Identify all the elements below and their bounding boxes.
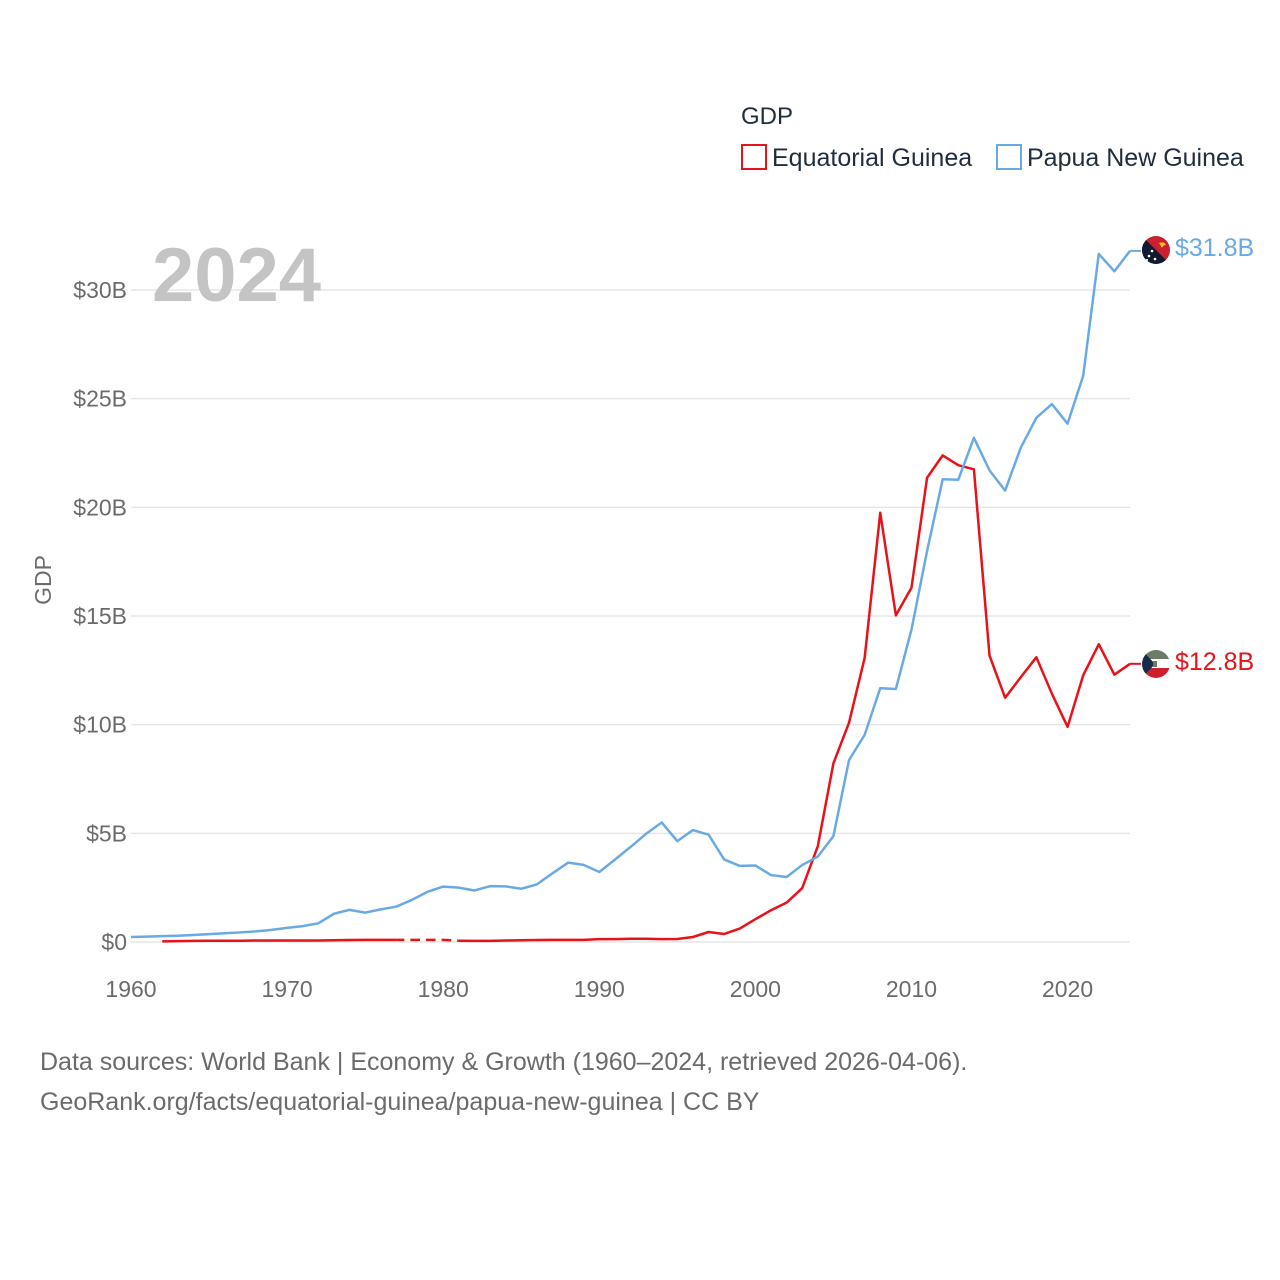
equatorial-guinea-flag-icon xyxy=(1142,650,1170,678)
x-tick-label: 2020 xyxy=(1042,976,1093,1002)
y-tick-label: $30B xyxy=(73,277,127,303)
x-tick-label: 1990 xyxy=(574,976,625,1002)
source-link[interactable]: GeoRank.org/facts/equatorial-guinea/papu… xyxy=(40,1088,760,1116)
y-tick-label: $5B xyxy=(86,820,127,846)
x-tick-label: 1960 xyxy=(105,976,156,1002)
legend-swatch-papua-new-guinea xyxy=(996,144,1022,170)
series-line-equatorial-guinea xyxy=(162,454,1131,943)
y-tick-label: $20B xyxy=(73,494,127,520)
legend-label-equatorial-guinea: Equatorial Guinea xyxy=(772,144,972,172)
x-tick-label: 2010 xyxy=(886,976,937,1002)
legend-item-papua-new-guinea[interactable]: Papua New Guinea xyxy=(996,144,1244,172)
x-tick-label: 1980 xyxy=(418,976,469,1002)
papua-new-guinea-flag-icon xyxy=(1142,236,1170,264)
legend-swatch-equatorial-guinea xyxy=(741,144,767,170)
legend: GDP Equatorial Guinea Papua New Guinea xyxy=(741,103,1244,172)
gdp-line-chart: $0$5B$10B$15B$20B$25B$30B 1960 1970 1980 19… xyxy=(30,103,1254,1002)
footer: Data sources: World Bank | Economy & Gro… xyxy=(40,1042,967,1122)
end-label-equatorial-guinea: $12.8B xyxy=(1175,648,1254,676)
series-equatorial-guinea xyxy=(162,454,1141,943)
series-gap-line-equatorial-guinea xyxy=(396,938,459,942)
y-axis-label: GDP xyxy=(30,555,56,605)
data-source-note: Data sources: World Bank | Economy & Gro… xyxy=(40,1048,968,1076)
current-year-label: 2024 xyxy=(152,233,321,318)
series-layer xyxy=(130,249,1141,943)
grid-lines xyxy=(131,289,1130,943)
y-axis-tick-labels: $0 $5B $10B $15B $20B $25B $30B xyxy=(73,277,127,955)
end-label-papua-new-guinea: $31.8B xyxy=(1175,234,1254,262)
series-line-papua-new-guinea xyxy=(130,250,1131,939)
legend-item-equatorial-guinea[interactable]: Equatorial Guinea xyxy=(741,144,972,172)
series-papua-new-guinea xyxy=(130,249,1141,939)
y-tick-label: $25B xyxy=(73,386,127,412)
legend-title: GDP xyxy=(741,103,793,130)
legend-label-papua-new-guinea: Papua New Guinea xyxy=(1027,144,1244,172)
x-tick-label: 2000 xyxy=(730,976,781,1002)
y-tick-label: $15B xyxy=(73,603,127,629)
x-axis-tick-labels: 1960 1970 1980 1990 2000 2010 2020 xyxy=(105,976,1093,1002)
y-tick-label: $0 xyxy=(101,929,127,955)
y-tick-label: $10B xyxy=(73,712,127,738)
x-tick-label: 1970 xyxy=(262,976,313,1002)
